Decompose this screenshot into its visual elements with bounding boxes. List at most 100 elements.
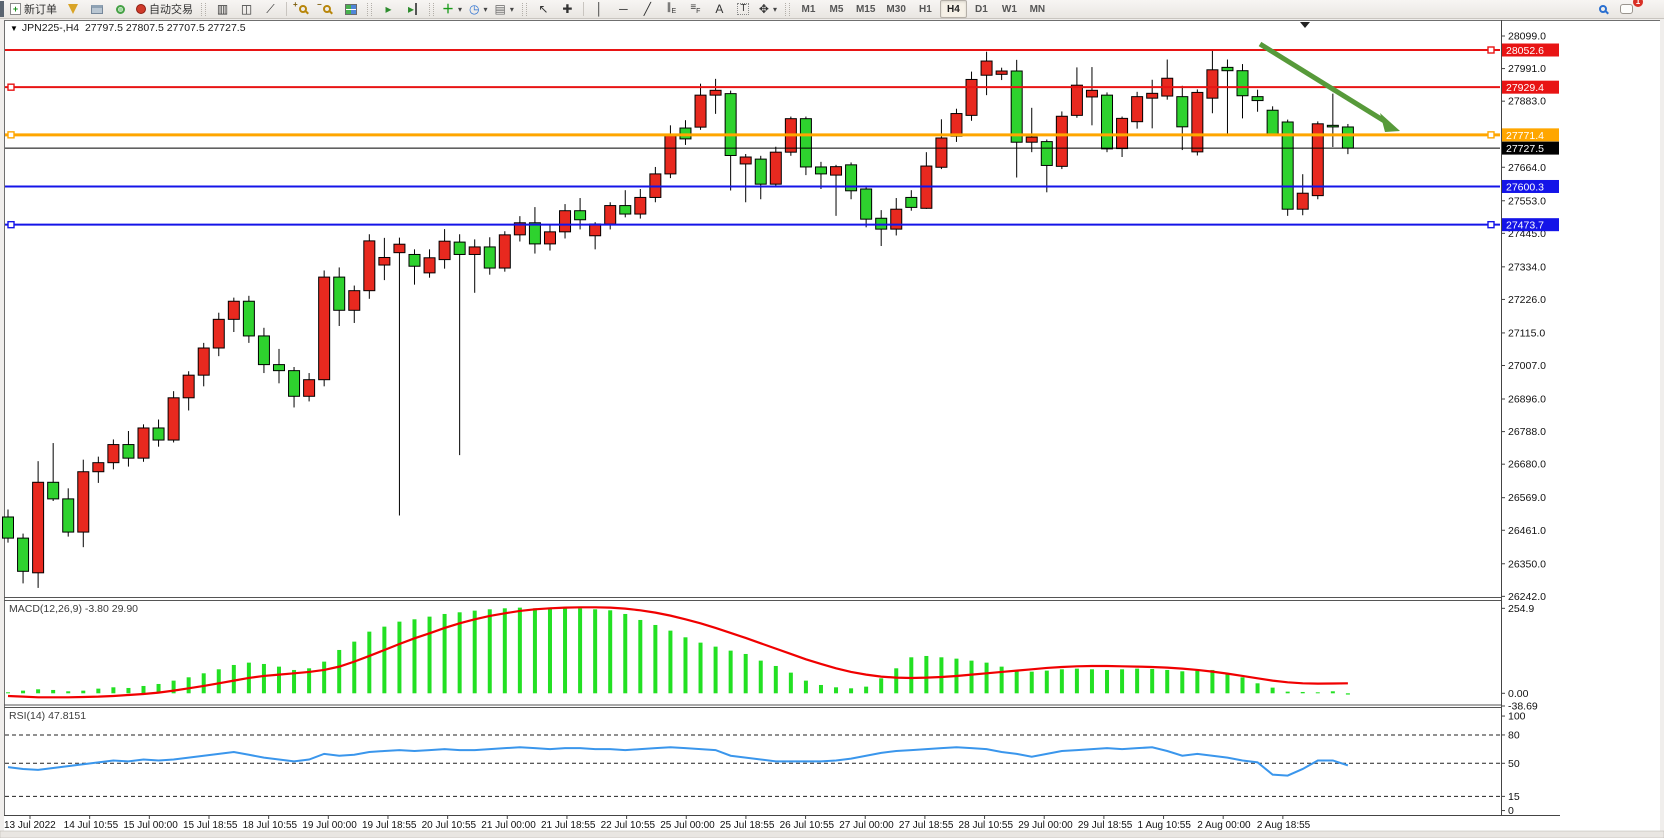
- indicators-button[interactable]: ＋ ▾: [439, 0, 465, 18]
- periods-button[interactable]: ◷ ▾: [466, 0, 491, 18]
- new-order-icon: +: [10, 3, 21, 15]
- macd-bar: [276, 666, 281, 694]
- templates-button[interactable]: ▤ ▾: [492, 0, 517, 18]
- toolbar-grip[interactable]: [521, 2, 527, 16]
- time-axis[interactable]: 13 Jul 2022 14 Jul 10:55 15 Jul 00:00 15 Ju…: [4, 815, 1311, 831]
- svg-text:27115.0: 27115.0: [1508, 327, 1545, 339]
- candle-body: [92, 462, 105, 473]
- channel-tool-button[interactable]: ∥E: [660, 0, 683, 18]
- timeframe-m15-button[interactable]: M15: [855, 3, 876, 15]
- macd-bar: [382, 626, 387, 694]
- macd-bar: [412, 619, 417, 694]
- toolbar-grip[interactable]: [429, 2, 434, 16]
- arrows-tool-button[interactable]: ✥ ▾: [756, 0, 780, 18]
- candle-body: [845, 164, 858, 192]
- line-chart-mode-button[interactable]: ⟋: [259, 0, 282, 18]
- macd-bar: [547, 607, 552, 694]
- new-order-label: 新订单: [24, 4, 57, 16]
- crosshair-icon: ✚: [562, 2, 573, 16]
- horizontal-line-tool-button[interactable]: ─: [612, 0, 635, 18]
- macd-bar: [141, 685, 146, 694]
- candlestick-mode-button[interactable]: ◫: [235, 0, 258, 18]
- chart-shift-icon: ▸: [408, 3, 418, 15]
- text-label-icon: T: [737, 3, 750, 15]
- candle-body: [17, 537, 30, 572]
- svg-text:15 Jul 18:55: 15 Jul 18:55: [183, 820, 238, 831]
- candle-body: [1266, 109, 1279, 136]
- zoom-out-button[interactable]: −: [315, 0, 338, 18]
- search-button[interactable]: [1591, 0, 1614, 18]
- bar-chart-icon: ▥: [216, 2, 229, 16]
- svg-text:13 Jul 2022: 13 Jul 2022: [4, 820, 56, 831]
- chart-shift-marker[interactable]: [1300, 22, 1310, 28]
- macd-bar: [924, 655, 929, 694]
- candle-body: [1070, 84, 1083, 116]
- svg-text:27664.0: 27664.0: [1508, 162, 1546, 174]
- new-order-button[interactable]: + 新订单: [7, 0, 60, 18]
- print-button[interactable]: [85, 0, 108, 18]
- macd-indicator-label: MACD(12,26,9) -3.80 29.90: [9, 603, 139, 615]
- autotrading-button[interactable]: 自动交易: [133, 0, 196, 18]
- text-icon: A: [715, 2, 724, 16]
- bar-chart-mode-button[interactable]: ▥: [211, 0, 234, 18]
- label-tool-button[interactable]: T: [732, 0, 755, 18]
- chart-shift-button[interactable]: ▸: [401, 0, 424, 18]
- toolbar-grip[interactable]: [784, 2, 790, 16]
- candle-body: [1040, 141, 1053, 166]
- macd-bar: [292, 669, 297, 694]
- timeframe-w1-button[interactable]: W1: [1001, 3, 1017, 15]
- notifications-button[interactable]: 1: [1615, 0, 1643, 18]
- rsi-indicator-label: RSI(14) 47.8151: [9, 710, 87, 722]
- candle-body: [1341, 126, 1354, 149]
- zoom-in-button[interactable]: +: [291, 0, 314, 18]
- macd-bar: [758, 660, 763, 694]
- timeframe-m5-button[interactable]: M5: [829, 3, 844, 15]
- svg-text:14 Jul 10:55: 14 Jul 10:55: [64, 820, 119, 831]
- timeframe-d1-button[interactable]: D1: [974, 3, 988, 15]
- macd-bar: [593, 609, 598, 694]
- candle-body: [468, 246, 481, 255]
- svg-text:27929.4: 27929.4: [1506, 82, 1544, 94]
- candle-body: [32, 481, 45, 574]
- timeframe-h4-button[interactable]: H4: [939, 0, 967, 18]
- timeframe-m30-button[interactable]: M30: [886, 3, 906, 15]
- macd-bar: [216, 669, 221, 694]
- candle-body: [1085, 89, 1098, 98]
- timeframe-m1-button[interactable]: M1: [801, 3, 816, 15]
- trendline-tool-button[interactable]: ╱: [636, 0, 659, 18]
- auto-scroll-button[interactable]: ▸: [377, 0, 400, 18]
- svg-text:15 Jul 00:00: 15 Jul 00:00: [123, 820, 178, 831]
- fibonacci-tool-button[interactable]: ≡F: [684, 0, 707, 18]
- toolbar-grip[interactable]: [201, 2, 206, 16]
- zoom-out-icon: [322, 5, 331, 13]
- macd-bar: [1255, 683, 1260, 694]
- vertical-line-tool-button[interactable]: │: [588, 0, 611, 18]
- timeframe-mn-button[interactable]: MN: [1029, 3, 1046, 15]
- candle-body: [1236, 70, 1249, 97]
- symbol-dropdown-icon[interactable]: ▼: [10, 24, 18, 33]
- candle-body: [799, 118, 812, 168]
- svg-text:27334.0: 27334.0: [1508, 261, 1546, 273]
- candle-body: [318, 276, 331, 381]
- svg-text:27727.5: 27727.5: [1506, 143, 1544, 155]
- tile-windows-button[interactable]: [339, 0, 362, 18]
- svg-text:15: 15: [1508, 791, 1520, 803]
- macd-bar: [638, 619, 643, 694]
- text-tool-button[interactable]: A: [708, 0, 731, 18]
- profiles-button[interactable]: [61, 0, 84, 18]
- macd-bar: [1330, 691, 1335, 694]
- macd-bar: [894, 668, 899, 694]
- trend-arrow-annotation[interactable]: [1258, 41, 1400, 132]
- price-line-label: [1502, 141, 1559, 155]
- line-handle: [7, 131, 15, 139]
- news-button[interactable]: [109, 0, 132, 18]
- toolbar-grip[interactable]: [367, 2, 372, 16]
- macd-bar: [186, 677, 191, 694]
- candle-body: [694, 94, 707, 128]
- macd-bar: [1059, 669, 1064, 694]
- crosshair-tool-button[interactable]: ✚: [556, 0, 579, 18]
- timeframe-h1-button[interactable]: H1: [918, 3, 932, 15]
- cursor-tool-button[interactable]: ↖: [532, 0, 555, 18]
